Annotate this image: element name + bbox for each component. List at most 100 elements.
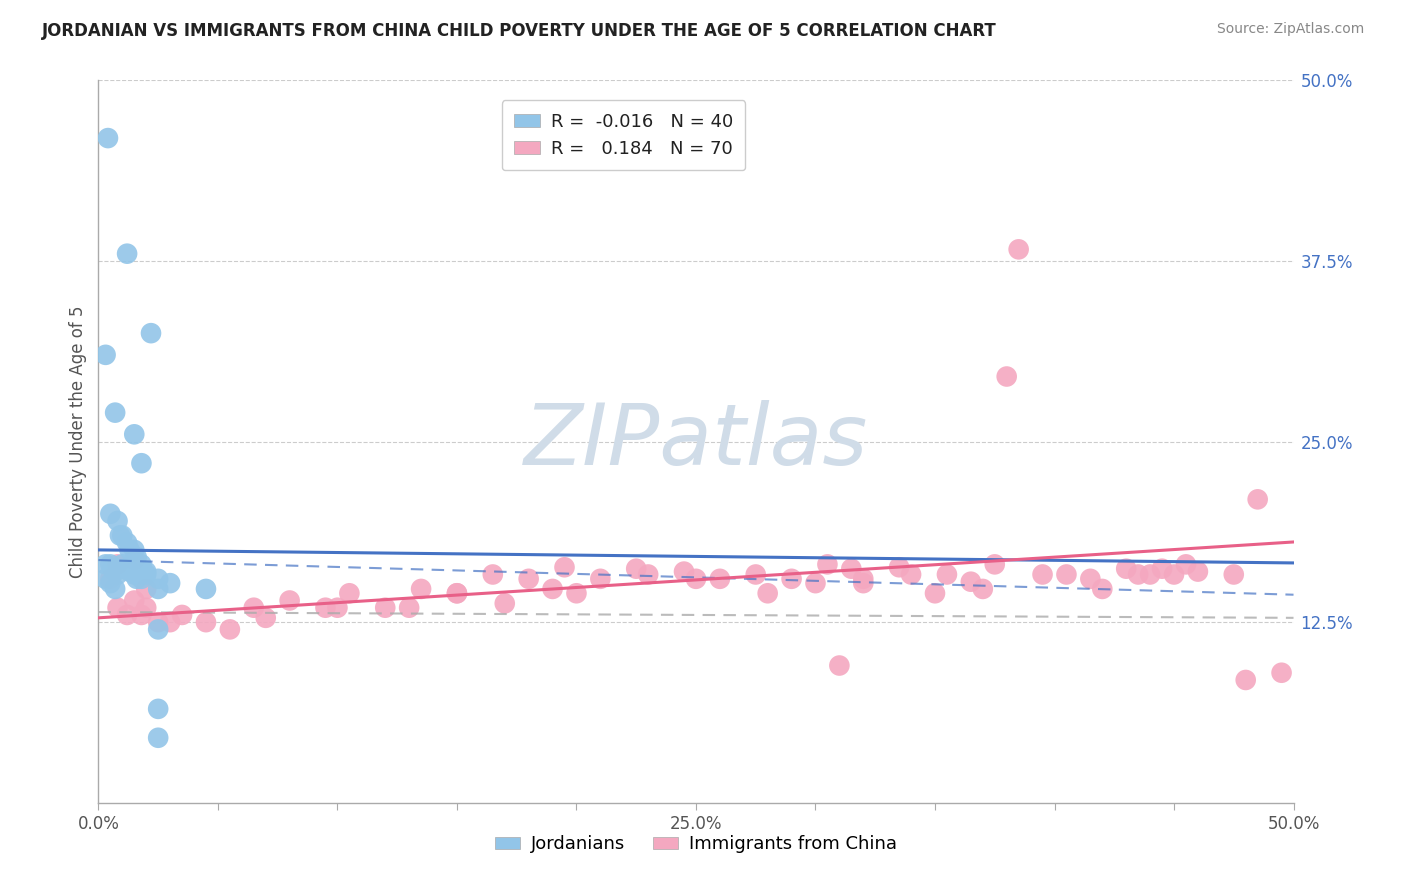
Point (411, 582, 433, 596)
Point (104, 582, 127, 596)
Point (98, 558, 122, 572)
Point (94, 348, 117, 362)
Point (673, 565, 696, 579)
Text: ZIPatlas: ZIPatlas (524, 400, 868, 483)
Point (124, 427, 146, 442)
Point (125, 550, 148, 565)
Point (172, 607, 194, 622)
Point (148, 615, 170, 630)
Point (1139, 567, 1161, 582)
Point (889, 560, 911, 574)
Point (124, 542, 146, 557)
Point (315, 600, 337, 615)
Point (108, 528, 131, 542)
Point (107, 558, 129, 572)
Point (852, 576, 875, 591)
Point (1247, 492, 1270, 507)
Point (115, 607, 138, 622)
Point (1091, 582, 1114, 596)
Point (115, 246, 138, 260)
Point (159, 576, 181, 591)
Point (1115, 562, 1137, 576)
Point (756, 586, 779, 600)
Point (104, 406, 127, 420)
Point (339, 586, 361, 600)
Legend: Jordanians, Immigrants from China: Jordanians, Immigrants from China (486, 826, 905, 863)
Point (780, 572, 803, 586)
Point (995, 369, 1018, 384)
Point (114, 562, 136, 576)
Point (124, 567, 146, 582)
Point (972, 582, 994, 596)
Point (1175, 558, 1198, 572)
Point (219, 623, 242, 637)
Point (1152, 562, 1174, 576)
Point (148, 582, 170, 596)
Point (1271, 665, 1294, 680)
Point (1163, 567, 1185, 582)
Point (1223, 567, 1246, 582)
Point (124, 553, 146, 567)
Point (97, 131, 120, 145)
Point (900, 567, 922, 582)
Point (446, 586, 468, 600)
Point (94, 558, 117, 572)
Text: Source: ZipAtlas.com: Source: ZipAtlas.com (1216, 22, 1364, 37)
Point (125, 572, 148, 586)
Point (107, 600, 129, 615)
Point (107, 514, 129, 528)
Point (278, 593, 301, 607)
Point (101, 562, 124, 576)
Point (685, 572, 707, 586)
Point (1008, 243, 1031, 257)
Point (124, 593, 146, 607)
Point (374, 600, 396, 615)
Point (131, 607, 153, 622)
Point (745, 567, 768, 582)
Point (135, 582, 157, 596)
Point (98, 576, 122, 591)
Point (828, 658, 851, 673)
Point (94, 572, 117, 586)
Point (494, 596, 516, 610)
Point (626, 562, 648, 576)
Point (924, 586, 946, 600)
Point (135, 565, 157, 579)
Point (139, 326, 162, 340)
Point (1056, 567, 1078, 582)
Point (960, 574, 983, 589)
Point (709, 572, 731, 586)
Point (118, 542, 141, 557)
Point (554, 560, 576, 574)
Point (148, 731, 170, 745)
Point (107, 567, 129, 582)
Point (98, 507, 122, 521)
Point (589, 572, 612, 586)
Point (195, 582, 218, 596)
Point (565, 586, 588, 600)
Y-axis label: Child Poverty Under the Age of 5: Child Poverty Under the Age of 5 (69, 305, 87, 578)
Point (148, 623, 170, 637)
Point (111, 558, 134, 572)
Point (326, 600, 349, 615)
Point (1128, 567, 1150, 582)
Text: JORDANIAN VS IMMIGRANTS FROM CHINA CHILD POVERTY UNDER THE AGE OF 5 CORRELATION : JORDANIAN VS IMMIGRANTS FROM CHINA CHILD… (42, 22, 997, 40)
Point (195, 615, 218, 630)
Point (1187, 565, 1209, 579)
Point (481, 567, 505, 582)
Point (131, 558, 153, 572)
Point (131, 456, 153, 470)
Point (104, 565, 127, 579)
Point (1080, 572, 1102, 586)
Point (135, 600, 157, 615)
Point (115, 535, 138, 549)
Point (148, 702, 170, 716)
Point (115, 562, 138, 576)
Point (517, 572, 540, 586)
Point (815, 558, 838, 572)
Point (148, 572, 170, 586)
Point (118, 565, 141, 579)
Point (398, 600, 420, 615)
Point (159, 615, 181, 630)
Point (984, 558, 1007, 572)
